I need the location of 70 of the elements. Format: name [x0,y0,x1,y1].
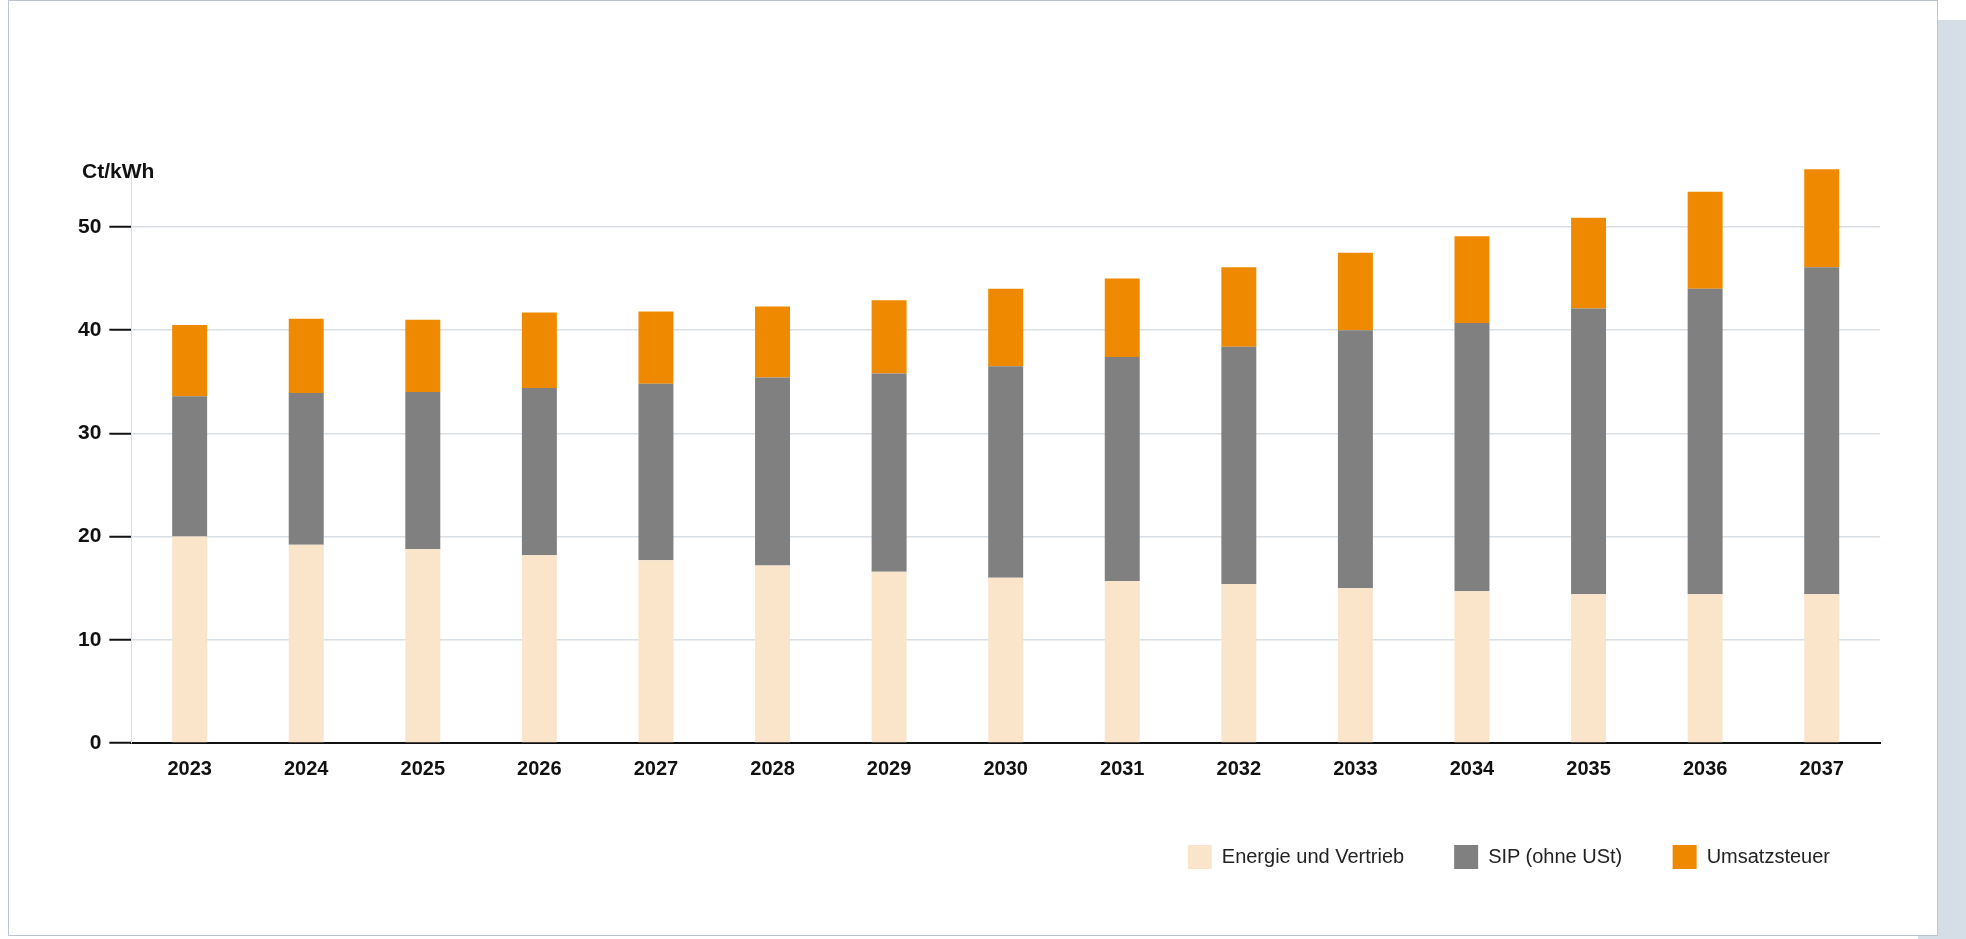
x-tick-label: 2031 [1100,756,1145,779]
bar [1454,236,1490,323]
bar [405,548,441,743]
bar [521,387,557,556]
x-tick-label: 2032 [1216,756,1262,779]
bar [1687,191,1723,289]
y-axis-title: Ct/kWh [82,158,155,182]
bar [1687,594,1723,743]
x-tick-label: 2035 [1566,756,1611,779]
bar [1337,588,1373,743]
bar [172,536,208,743]
y-tick-label: 0 [89,729,102,753]
bar [1104,278,1140,357]
bar [1337,252,1373,331]
bar [1454,591,1490,743]
bar [871,300,907,374]
y-tick-label: 20 [78,523,102,547]
bar [405,319,441,393]
bar [638,311,674,384]
y-tick-label: 40 [78,316,102,340]
bar [1571,308,1607,595]
bar [988,366,1024,578]
bar [288,393,324,545]
bar [1104,356,1140,581]
x-tick-label: 2024 [283,756,330,779]
bar [1337,330,1373,589]
bar [172,324,208,397]
bar [1571,217,1607,309]
x-tick-label: 2037 [1799,756,1844,779]
y-tick-label: 10 [78,626,102,650]
legend-label: Umsatzsteuer [1706,844,1831,867]
bar [521,312,557,388]
bar [405,392,441,549]
bar [871,373,907,572]
y-tick-label: 50 [78,213,102,237]
bar [755,306,791,378]
bar [521,555,557,743]
x-tick-label: 2025 [400,756,446,779]
bar [1221,584,1257,743]
bar [1221,346,1257,585]
bar [1687,288,1723,595]
bar [638,383,674,561]
bar [988,577,1024,743]
x-tick-label: 2030 [983,756,1028,779]
x-tick-label: 2028 [750,756,795,779]
bar [172,396,208,537]
legend-label: SIP (ohne USt) [1488,844,1623,867]
bar [288,544,324,743]
y-tick-label: 30 [78,420,102,444]
x-tick-label: 2036 [1682,756,1728,779]
x-tick-label: 2023 [167,756,212,779]
bar [1454,322,1490,592]
bar [1804,169,1840,268]
legend-label: Energie und Vertrieb [1221,844,1405,867]
bar [1571,594,1607,743]
x-tick-label: 2034 [1449,756,1496,779]
x-tick-label: 2026 [517,756,562,779]
bar [988,288,1024,367]
bar [755,377,791,566]
bar [1104,580,1140,743]
x-tick-label: 2029 [866,756,912,779]
bar [1804,267,1840,595]
bar [871,571,907,743]
x-tick-label: 2033 [1333,756,1378,779]
bar [755,565,791,743]
bar [288,318,324,394]
x-tick-label: 2027 [633,756,679,779]
bar [1804,594,1840,743]
bar [638,560,674,743]
bar [1221,267,1257,347]
